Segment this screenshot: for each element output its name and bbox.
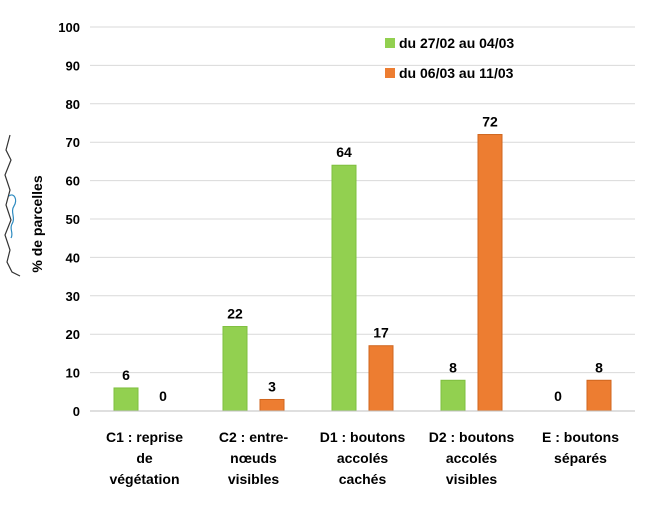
y-tick-label: 50 [66, 212, 80, 227]
y-tick-label: 30 [66, 289, 80, 304]
bar-series2 [368, 345, 394, 412]
data-label: 17 [373, 325, 389, 341]
legend-label: du 06/03 au 11/03 [399, 65, 514, 81]
y-tick-label: 80 [66, 97, 80, 112]
x-category-line: visibles [228, 471, 280, 487]
x-category-line: E : boutons [542, 429, 619, 445]
data-label: 3 [268, 378, 276, 394]
data-label: 64 [336, 144, 352, 160]
x-category-line: C1 : reprise [106, 429, 183, 445]
x-category-label: C1 : reprise de végétation [106, 429, 183, 487]
bar-series2 [586, 379, 612, 412]
y-tick-label: 10 [66, 366, 80, 381]
y-axis-ticks: 0 10 20 30 40 50 60 70 80 90 100 [58, 20, 80, 419]
x-category-label: D1 : boutons accolés cachés [320, 429, 406, 487]
data-label: 72 [482, 114, 498, 130]
data-label: 0 [159, 388, 167, 404]
x-category-label: C2 : entre-nœuds visibles [219, 429, 289, 487]
y-tick-label: 20 [66, 327, 80, 342]
y-tick-label: 90 [66, 58, 80, 73]
x-category-line: nœuds [230, 450, 277, 466]
x-category-line: accolés [337, 450, 389, 466]
bar-series1 [113, 387, 139, 412]
data-label: 8 [595, 359, 603, 375]
data-label: 6 [122, 367, 130, 383]
y-tick-label: 40 [66, 250, 80, 265]
x-category-line: D1 : boutons [320, 429, 406, 445]
y-tick-label: 100 [58, 20, 80, 35]
x-category-line: séparés [554, 450, 607, 466]
x-category-line: accolés [446, 450, 498, 466]
y-tick-label: 60 [66, 174, 80, 189]
legend-label: du 27/02 au 04/03 [399, 35, 514, 51]
x-category-line: cachés [339, 471, 387, 487]
x-category-line: C2 : entre- [219, 429, 289, 445]
x-category-line: D2 : boutons [429, 429, 515, 445]
y-tick-label: 70 [66, 135, 80, 150]
bar-series1 [440, 379, 466, 412]
x-category-line: de [136, 450, 153, 466]
y-axis-label: % de parcelles [29, 175, 45, 272]
data-label: 8 [449, 359, 457, 375]
x-category-line: végétation [109, 471, 179, 487]
x-axis-categories: C1 : reprise de végétation C2 : entre-nœuds… [106, 429, 619, 487]
bar-series1 [222, 326, 248, 412]
legend-swatch [385, 38, 395, 48]
x-category-label: D2 : boutons accolés visibles [429, 429, 515, 487]
y-tick-label: 0 [73, 404, 80, 419]
bar-series2 [259, 398, 285, 412]
bar-series2 [477, 134, 503, 412]
bar-series1 [331, 164, 357, 412]
x-category-label: E : boutons séparés [542, 429, 619, 466]
data-label: 0 [554, 388, 562, 404]
legend: du 27/02 au 04/03 du 06/03 au 11/03 [385, 35, 514, 81]
x-category-line: visibles [446, 471, 498, 487]
gridlines [90, 26, 635, 374]
data-label: 22 [227, 306, 243, 322]
map-fragment-decoration [4, 134, 21, 277]
bars [113, 134, 612, 412]
legend-swatch [385, 68, 395, 78]
data-labels: 6 22 64 8 0 0 3 17 72 8 [122, 114, 603, 404]
